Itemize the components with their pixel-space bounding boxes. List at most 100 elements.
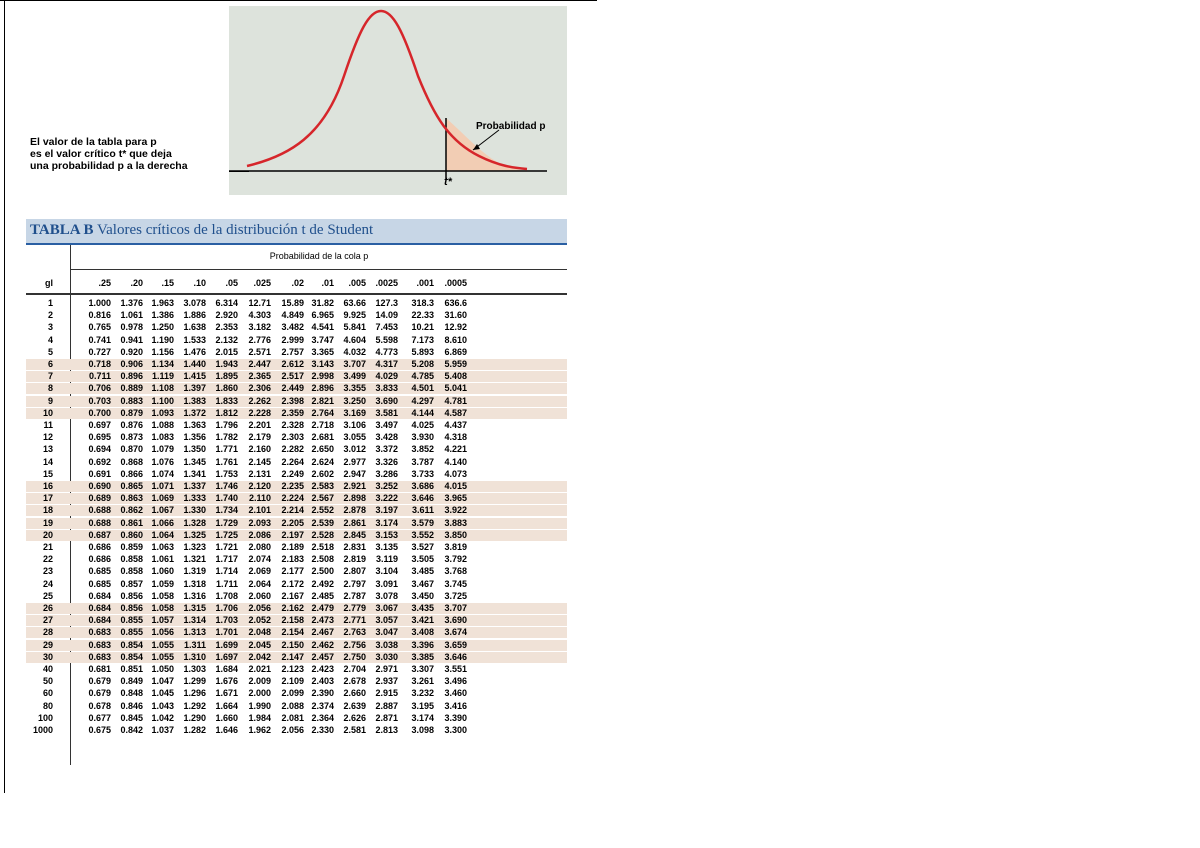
value-cell: 1.303	[183, 664, 206, 674]
table-row: 22 0.686 0.858 1.061 1.321 1.717 2.074 2.183 2.5…	[26, 554, 567, 565]
value-cell: 0.688	[88, 517, 111, 528]
table-row: 5 0.727 0.920 1.156 1.476 2.015 2.571 2.757 3.36…	[26, 347, 567, 358]
df-cell: 5	[47, 346, 53, 357]
df-cell: 18	[42, 505, 53, 516]
value-cell: 1.000	[88, 298, 111, 308]
value-cell: 1.697	[215, 651, 238, 662]
value-cell: 1.056	[151, 627, 174, 638]
value-cell: 1.093	[151, 407, 174, 418]
caption-line: es el valor crítico t* que deja	[30, 148, 172, 160]
value-cell: 2.249	[281, 468, 304, 479]
value-cell: 1.100	[151, 395, 174, 406]
value-cell: 2.123	[281, 664, 304, 674]
value-cell: 2.920	[215, 310, 238, 321]
df-cell: 26	[42, 603, 53, 613]
value-cell: 3.232	[411, 688, 434, 699]
value-cell: 9.925	[343, 310, 366, 321]
value-cell: 1.963	[151, 298, 174, 308]
value-cell: 2.158	[281, 615, 304, 626]
value-cell: 1.671	[215, 688, 238, 699]
value-cell: 1.318	[183, 578, 206, 589]
value-cell: 1.984	[248, 712, 271, 723]
value-cell: 2.080	[248, 542, 271, 552]
value-cell: 1.043	[151, 700, 174, 711]
table-row: 12 0.695 0.873 1.083 1.356 1.782 2.179 2.303 2.6…	[26, 432, 567, 443]
value-cell: 0.685	[88, 578, 111, 589]
value-cell: 4.317	[375, 359, 398, 369]
super-header: Probabilidad de la cola p	[71, 245, 567, 269]
value-cell: 0.848	[120, 688, 143, 699]
column-header: .005	[348, 278, 366, 288]
df-cell: 13	[42, 444, 53, 455]
value-cell: 2.583	[311, 481, 334, 491]
value-cell: 3.153	[375, 529, 398, 540]
value-cell: 3.745	[444, 578, 467, 589]
table-row: 8 0.706 0.889 1.108 1.397 1.860 2.306 2.449 2.89…	[26, 383, 567, 395]
value-cell: 0.879	[120, 407, 143, 418]
value-cell: 1.250	[151, 322, 174, 333]
value-cell: 3.611	[411, 505, 434, 516]
df-cell: 21	[42, 542, 53, 552]
value-cell: 3.250	[343, 395, 366, 406]
table-row: 19 0.688 0.861 1.066 1.328 1.729 2.093 2.205 2.5…	[26, 517, 567, 529]
value-cell: 3.078	[183, 298, 206, 308]
value-cell: 1.684	[215, 664, 238, 674]
value-cell: 3.496	[444, 676, 467, 687]
value-cell: 7.173	[411, 334, 434, 345]
value-cell: 2.110	[248, 493, 271, 504]
header-rule	[70, 269, 567, 270]
value-cell: 2.303	[281, 432, 304, 443]
value-cell: 2.069	[248, 566, 271, 577]
value-cell: 2.898	[343, 493, 366, 504]
table-row: 16 0.690 0.865 1.071 1.337 1.746 2.120 2.235 2.5…	[26, 481, 567, 492]
value-cell: 0.683	[88, 651, 111, 662]
value-cell: 1.860	[215, 383, 238, 394]
value-cell: 0.718	[88, 359, 111, 369]
value-cell: 3.104	[375, 566, 398, 577]
value-cell: 2.056	[248, 603, 271, 613]
table-row: 1000 0.675 0.842 1.037 1.282 1.646 1.962 2.056 2…	[26, 725, 567, 736]
value-cell: 3.485	[411, 566, 434, 577]
value-cell: 3.690	[444, 615, 467, 626]
figure-caption: El valor de la tabla para p es el valor …	[30, 136, 188, 172]
value-cell: 2.937	[375, 676, 398, 687]
value-cell: 1.782	[215, 432, 238, 443]
value-cell: 4.029	[375, 371, 398, 382]
value-cell: 4.785	[411, 371, 434, 382]
value-cell: 3.922	[444, 505, 467, 516]
value-cell: 1.282	[183, 725, 206, 735]
value-cell: 0.706	[88, 383, 111, 394]
value-cell: 0.845	[120, 712, 143, 723]
value-cell: 2.306	[248, 383, 271, 394]
value-cell: 0.906	[120, 359, 143, 369]
value-cell: 4.140	[444, 456, 467, 467]
value-cell: 2.101	[248, 505, 271, 516]
value-cell: 1.290	[183, 712, 206, 723]
table-row: 29 0.683 0.854 1.055 1.311 1.699 2.045 2.150 2.4…	[26, 639, 567, 651]
value-cell: 0.683	[88, 627, 111, 638]
value-cell: 1.069	[151, 493, 174, 504]
table-row: 17 0.689 0.863 1.069 1.333 1.740 2.110 2.224 2.5…	[26, 493, 567, 505]
table-row: 7 0.711 0.896 1.119 1.415 1.895 2.365 2.517 2.99…	[26, 371, 567, 383]
value-cell: 3.326	[375, 456, 398, 467]
column-header: .0005	[444, 278, 467, 288]
value-cell: 3.252	[375, 481, 398, 491]
table-row: 20 0.687 0.860 1.064 1.325 1.725 2.086 2.197 2.5…	[26, 529, 567, 541]
value-cell: 1.533	[183, 334, 206, 345]
value-cell: 1.886	[183, 310, 206, 321]
value-cell: 2.179	[248, 432, 271, 443]
value-cell: 1.771	[215, 444, 238, 455]
value-cell: 0.685	[88, 566, 111, 577]
value-cell: 12.92	[444, 322, 467, 333]
value-cell: 2.447	[248, 359, 271, 369]
table-row: 10 0.700 0.879 1.093 1.372 1.812 2.228 2.359 2.7…	[26, 407, 567, 419]
value-cell: 0.849	[120, 676, 143, 687]
df-cell: 27	[42, 615, 53, 626]
df-cell: 15	[42, 468, 53, 479]
value-cell: 5.841	[343, 322, 366, 333]
value-cell: 7.453	[375, 322, 398, 333]
value-cell: 2.052	[248, 615, 271, 626]
value-cell: 2.132	[215, 334, 238, 345]
value-cell: 1.638	[183, 322, 206, 333]
df-cell: 29	[42, 639, 53, 650]
